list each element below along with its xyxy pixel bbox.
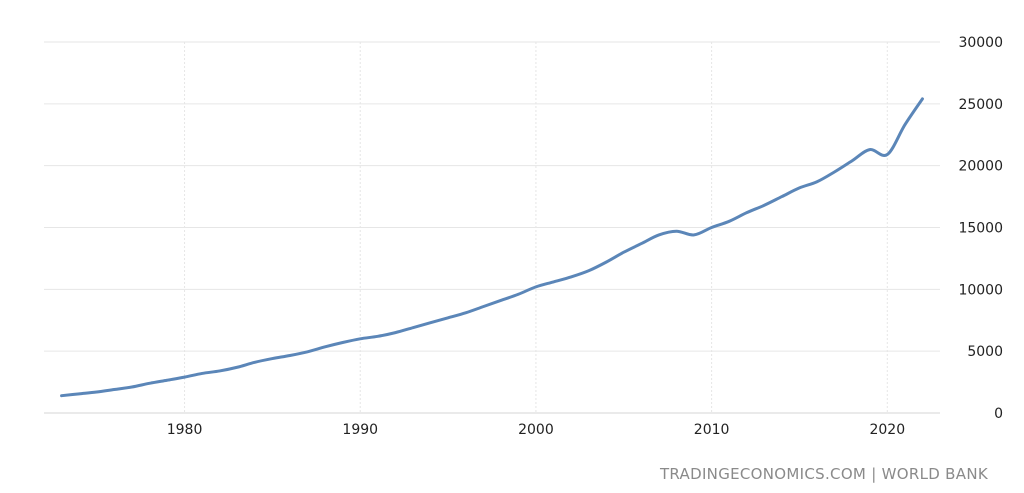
- data-point: [534, 285, 538, 289]
- y-tick-label: 15000: [958, 221, 1003, 237]
- data-point: [411, 326, 415, 330]
- data-point: [604, 260, 608, 264]
- data-point: [393, 331, 397, 335]
- y-tick-label: 30000: [958, 35, 1003, 51]
- y-tick-label: 5000: [967, 344, 1003, 360]
- source-caption: TRADINGECONOMICS.COM | WORLD BANK: [659, 465, 988, 483]
- data-point: [797, 186, 801, 190]
- data-point: [815, 180, 819, 184]
- data-point: [692, 233, 696, 237]
- data-point: [95, 390, 99, 394]
- x-axis-ticks: 1980 1990 2000 2010 2020: [167, 422, 905, 438]
- data-point: [833, 170, 837, 174]
- series-group: [60, 97, 924, 398]
- data-point: [780, 195, 784, 199]
- data-point: [639, 242, 643, 246]
- data-point: [270, 357, 274, 361]
- y-tick-label: 25000: [958, 97, 1003, 113]
- y-tick-label: 0: [994, 406, 1003, 422]
- data-point: [622, 250, 626, 254]
- data-point: [885, 153, 889, 157]
- data-point: [60, 394, 64, 398]
- x-tick-label: 2000: [518, 422, 554, 438]
- data-point: [551, 280, 555, 284]
- data-point: [481, 305, 485, 309]
- data-point: [130, 385, 134, 389]
- data-point: [112, 388, 116, 392]
- data-point: [358, 337, 362, 341]
- data-point: [165, 378, 169, 382]
- data-point: [323, 345, 327, 349]
- data-point: [147, 381, 151, 385]
- data-point: [253, 360, 257, 364]
- y-tick-label: 20000: [958, 159, 1003, 175]
- data-point: [183, 375, 187, 379]
- data-point: [77, 392, 81, 396]
- data-point: [727, 219, 731, 223]
- data-point: [674, 229, 678, 233]
- x-tick-label: 2010: [694, 422, 730, 438]
- data-point: [464, 311, 468, 315]
- data-point: [429, 321, 433, 325]
- data-point: [218, 369, 222, 373]
- data-point: [587, 269, 591, 273]
- data-point: [516, 292, 520, 296]
- data-point: [903, 123, 907, 127]
- data-point: [341, 341, 345, 345]
- data-point: [288, 353, 292, 357]
- grid: [44, 41, 940, 413]
- y-axis-ticks: 0 5000 10000 15000 20000 25000 30000: [958, 35, 1003, 422]
- data-point: [569, 275, 573, 279]
- x-tick-label: 1980: [167, 422, 203, 438]
- data-point: [200, 371, 204, 375]
- data-point: [235, 365, 239, 369]
- data-point: [762, 203, 766, 207]
- data-point: [710, 226, 714, 230]
- data-point: [657, 233, 661, 237]
- y-tick-label: 10000: [958, 282, 1003, 298]
- x-tick-label: 1990: [342, 422, 378, 438]
- data-point: [376, 334, 380, 338]
- series-line: [60, 97, 924, 398]
- data-point: [499, 298, 503, 302]
- data-point: [446, 316, 450, 320]
- data-point: [850, 159, 854, 163]
- data-point: [868, 148, 872, 152]
- data-point: [306, 350, 310, 354]
- data-point: [745, 211, 749, 215]
- x-tick-label: 2020: [869, 422, 905, 438]
- data-point: [920, 97, 924, 101]
